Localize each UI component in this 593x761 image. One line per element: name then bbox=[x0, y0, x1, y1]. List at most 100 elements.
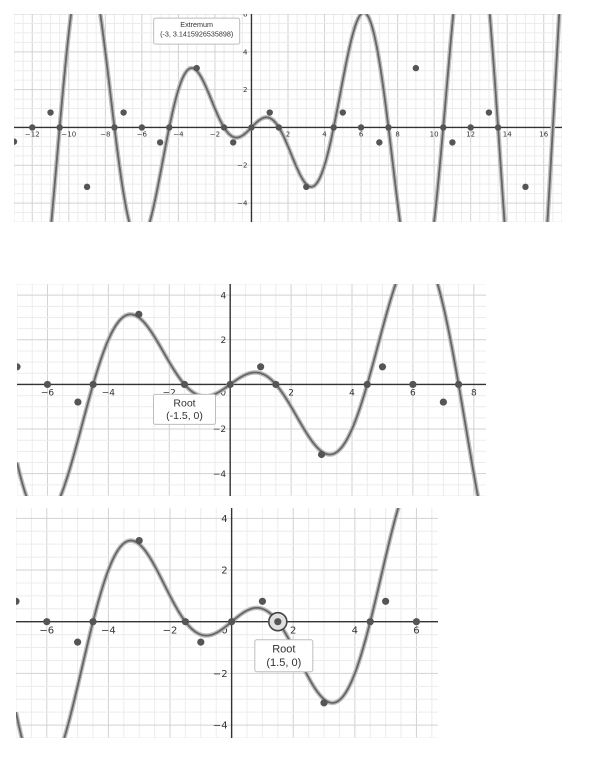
x-tick-label: 6 bbox=[413, 626, 419, 637]
extremum-point[interactable] bbox=[74, 638, 82, 646]
root-point[interactable] bbox=[275, 124, 283, 131]
root-point[interactable] bbox=[454, 380, 463, 389]
root-point[interactable] bbox=[385, 124, 392, 131]
extremum-point[interactable] bbox=[258, 597, 267, 605]
root-point[interactable] bbox=[409, 380, 417, 389]
graph-panel-2[interactable]: −6 −4 −2 0 2 4 6 8 −4 −2 2 4 Root (-1.5, 0) bbox=[17, 284, 486, 496]
root-point[interactable] bbox=[29, 124, 36, 131]
root-point[interactable] bbox=[138, 124, 146, 131]
x-tick-label: −2 bbox=[163, 626, 178, 637]
y-tick-label: 4 bbox=[221, 514, 227, 525]
x-tick-label: 16 bbox=[539, 130, 548, 138]
extremum-point[interactable] bbox=[257, 363, 265, 371]
root-point[interactable] bbox=[166, 124, 173, 131]
root-point[interactable] bbox=[363, 380, 371, 389]
extremum-point[interactable] bbox=[382, 597, 390, 605]
x-tick-label: 0 bbox=[221, 626, 227, 637]
extremum-point[interactable] bbox=[376, 139, 383, 146]
extremum-point[interactable] bbox=[135, 310, 143, 318]
extremum-point[interactable] bbox=[230, 139, 237, 146]
extremum-point[interactable] bbox=[439, 398, 447, 406]
extremum-point[interactable] bbox=[16, 597, 20, 605]
y-tick-label: 2 bbox=[221, 566, 227, 577]
x-tick-label: 4 bbox=[352, 626, 358, 637]
extremum-point[interactable] bbox=[47, 109, 54, 116]
root-point[interactable] bbox=[111, 124, 118, 131]
grid bbox=[14, 14, 562, 222]
root-point[interactable] bbox=[226, 380, 234, 389]
extremum-point[interactable] bbox=[266, 109, 273, 116]
x-tick-label: −2 bbox=[210, 130, 220, 138]
y-tick-label: −2 bbox=[213, 425, 226, 435]
graph-3-canvas[interactable]: −6 −4 −2 0 2 4 6 −4 −2 2 4 Root(1.5, 0) bbox=[16, 508, 438, 738]
graph-panel-3[interactable]: −6 −4 −2 0 2 4 6 −4 −2 2 4 Root (1.5, 0) bbox=[16, 508, 438, 738]
root-point[interactable] bbox=[89, 380, 97, 389]
root-point[interactable] bbox=[440, 124, 447, 131]
extremum-point[interactable] bbox=[14, 138, 18, 145]
graph-panel-1[interactable]: −12 −10 −8 −6 −4 −2 0 2 4 6 8 10 12 14 16 −4 −2 2 4 6 Extrem… bbox=[14, 14, 562, 222]
root-point[interactable] bbox=[220, 124, 228, 131]
root-point[interactable] bbox=[357, 124, 365, 131]
extremum-point[interactable] bbox=[485, 109, 493, 116]
extremum-point[interactable] bbox=[17, 363, 21, 371]
extremum-point[interactable] bbox=[197, 638, 205, 646]
root-point[interactable] bbox=[181, 618, 190, 626]
root-point[interactable] bbox=[412, 618, 421, 626]
root-point[interactable] bbox=[494, 124, 502, 131]
extremum-point[interactable] bbox=[135, 536, 143, 545]
root-point[interactable] bbox=[366, 618, 374, 626]
function-curve[interactable] bbox=[14, 14, 562, 222]
x-tick-label: 2 bbox=[290, 626, 296, 637]
extremum-point[interactable] bbox=[339, 109, 346, 116]
extremum-point[interactable] bbox=[522, 183, 529, 191]
root-point[interactable] bbox=[248, 124, 255, 131]
x-tick-label: 2 bbox=[286, 130, 290, 138]
root-point[interactable] bbox=[228, 618, 236, 626]
extremum-point[interactable] bbox=[83, 183, 91, 191]
root-point[interactable] bbox=[43, 380, 52, 389]
extremum-point[interactable] bbox=[156, 139, 164, 146]
y-tick-label: −4 bbox=[213, 721, 228, 732]
root-point[interactable] bbox=[56, 124, 63, 131]
y-tick-label: −2 bbox=[213, 669, 228, 680]
extremum-point[interactable] bbox=[378, 363, 387, 371]
y-tick-label: 4 bbox=[220, 291, 226, 301]
x-tick-label: 12 bbox=[466, 130, 475, 138]
tooltip-coordinates: (-3, 3.1415926535898) bbox=[160, 30, 233, 39]
graph-1-canvas[interactable]: −12 −10 −8 −6 −4 −2 0 2 4 6 8 10 12 14 16−4−2246Extrem… bbox=[14, 14, 562, 222]
function-curve[interactable] bbox=[16, 508, 438, 738]
tooltip-title: Extremum bbox=[180, 20, 213, 29]
root-point[interactable] bbox=[467, 124, 474, 131]
function-curve[interactable] bbox=[17, 284, 486, 496]
y-tick-label: −4 bbox=[237, 200, 248, 208]
extremum-point[interactable] bbox=[74, 398, 82, 406]
root-point[interactable] bbox=[272, 380, 280, 389]
graph-2-canvas[interactable]: −6 −4 −2 0 2 4 6 8 −4 −2 2 4 Root(-1.5, 0) bbox=[17, 284, 486, 496]
x-tick-label: −2 bbox=[163, 388, 176, 398]
point-tooltip: Root(-1.5, 0) bbox=[153, 393, 216, 425]
extremum-point[interactable] bbox=[303, 183, 310, 191]
extremum-point[interactable] bbox=[317, 450, 326, 459]
root-point[interactable] bbox=[274, 618, 282, 626]
y-tick-label: 2 bbox=[243, 86, 247, 94]
tooltip-title: Root bbox=[272, 644, 295, 656]
extremum-point[interactable] bbox=[449, 139, 456, 146]
root-point[interactable] bbox=[43, 618, 51, 626]
tooltip-box bbox=[254, 639, 314, 673]
extremum-point[interactable] bbox=[412, 64, 420, 72]
plot-background bbox=[17, 284, 486, 496]
x-tick-label: 4 bbox=[322, 130, 327, 138]
x-tick-label: −6 bbox=[137, 130, 148, 138]
root-point[interactable] bbox=[180, 380, 189, 389]
x-tick-label: 0 bbox=[220, 388, 226, 398]
tooltip-title: Root bbox=[173, 397, 195, 409]
root-point[interactable] bbox=[330, 124, 337, 131]
x-tick-label: 14 bbox=[503, 130, 512, 138]
extremum-point[interactable] bbox=[193, 64, 200, 72]
extremum-point[interactable] bbox=[120, 109, 127, 116]
root-point[interactable] bbox=[89, 618, 97, 626]
x-tick-label: −8 bbox=[100, 130, 110, 138]
extremum-point[interactable] bbox=[320, 699, 328, 707]
x-tick-label: 8 bbox=[395, 130, 399, 138]
y-tick-label: 6 bbox=[243, 14, 248, 18]
